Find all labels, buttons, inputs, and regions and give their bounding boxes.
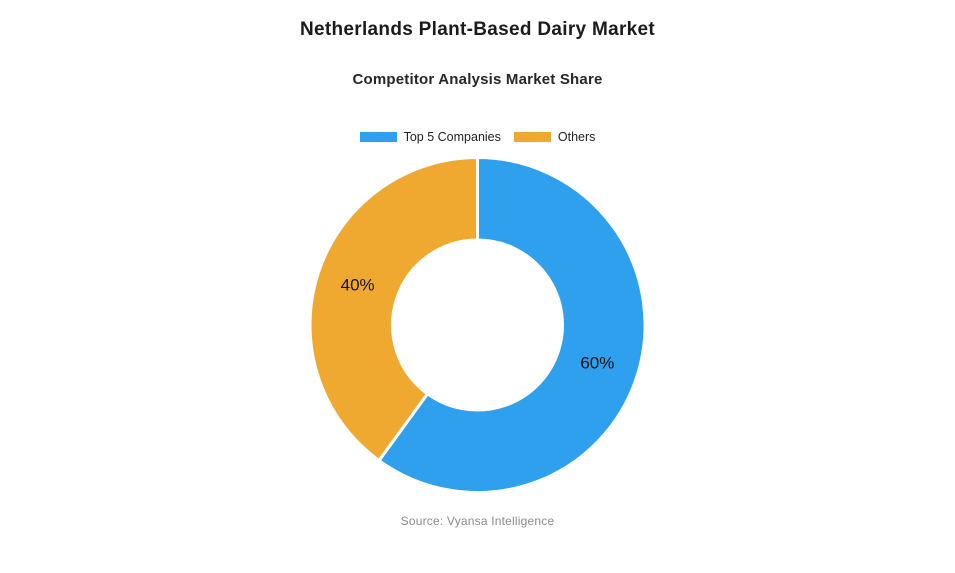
legend-label-top-5-companies: Top 5 Companies xyxy=(403,130,501,144)
donut-slice-top-5-companies[interactable] xyxy=(377,156,647,494)
donut-slice-others[interactable] xyxy=(308,156,479,463)
page-title: Netherlands Plant-Based Dairy Market xyxy=(299,19,656,40)
slice-label-top-5-companies: 60% xyxy=(580,353,614,372)
legend-swatch-others-icon xyxy=(513,132,551,142)
source-note: Source: Vyansa Intelligence xyxy=(400,514,555,528)
legend-item-top-5-companies[interactable]: Top 5 Companies xyxy=(359,130,501,144)
legend-swatch-top-5-companies-icon xyxy=(359,132,397,142)
legend-label-others: Others xyxy=(557,130,596,144)
chart-subtitle: Competitor Analysis Market Share xyxy=(352,71,603,88)
slice-label-others: 40% xyxy=(341,276,375,295)
chart-legend: Top 5 Companies Others xyxy=(0,130,955,144)
legend-item-others[interactable]: Others xyxy=(513,130,596,144)
